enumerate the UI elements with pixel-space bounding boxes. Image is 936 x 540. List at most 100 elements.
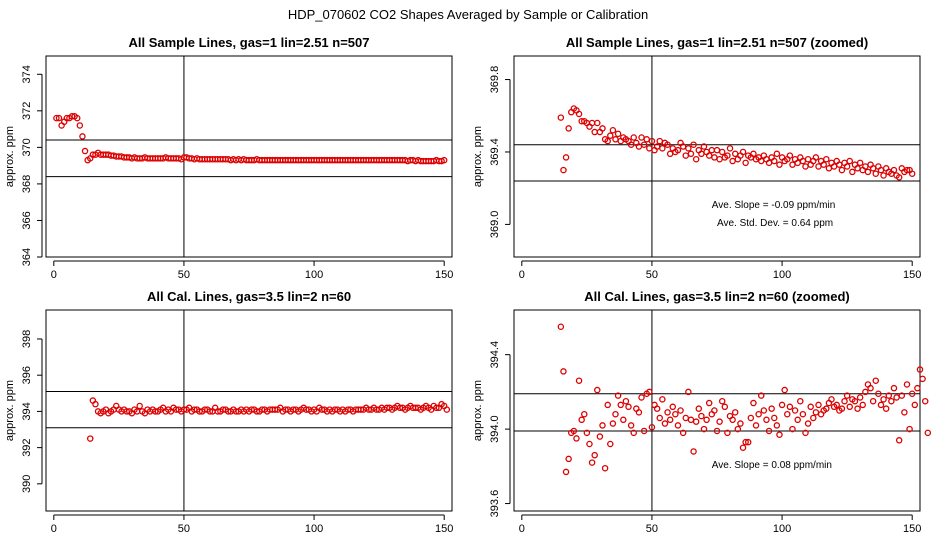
data-point [776,431,783,438]
data-point [604,137,611,145]
data-point [713,146,721,154]
data-point [640,141,648,148]
data-point [872,377,880,384]
data-point [659,396,666,403]
y-tick-label: 392 [21,438,33,456]
x-tick-label: 50 [646,523,658,535]
data-point [776,161,783,168]
data-point [773,150,781,158]
data-point [807,403,814,411]
data-point [773,422,781,429]
chart-panel-3: All Cal. Lines, gas=3.5 lin=2 n=60 0 50 100… [4,289,453,535]
panel-title: All Sample Lines, gas=1 lin=2.51 n=507 [129,35,370,50]
data-point [581,410,588,418]
data-point [609,126,617,134]
data-point [760,407,768,414]
data-point [908,390,916,397]
data-point [612,410,619,418]
data-point [674,422,682,429]
figure-title: HDP_070602 CO2 Shapes Averaged by Sample… [288,7,648,22]
data-point [903,381,911,388]
y-tick-label: 366 [21,211,33,229]
plot-frame [513,309,921,512]
data-point [771,157,778,165]
data-point [789,161,796,168]
data-point [802,163,809,170]
data-point [838,166,846,174]
y-tick-label: 370 [21,138,33,156]
x-tick-label: 150 [903,523,921,535]
x-tick-label: 150 [435,523,453,535]
data-point [812,409,820,416]
data-point [825,165,833,172]
y-tick-label: 368 [21,175,33,193]
data-point [729,416,736,424]
y-tick-label: 393.6 [489,490,501,518]
data-point [742,159,749,167]
data-point [849,168,856,176]
data-point [76,122,84,129]
data-point [682,414,690,422]
data-point [440,156,448,164]
data-point [869,397,877,405]
x-tick-label: 100 [305,523,323,535]
data-point [750,399,757,407]
panel-title: All Cal. Lines, gas=3.5 lin=2 n=60 [147,289,351,304]
y-tick-label: 398 [21,330,33,348]
data-point [765,427,773,435]
data-point [612,136,619,143]
data-point [630,429,637,437]
data-point [620,416,627,424]
plot-frame [513,55,921,258]
data-point [674,146,682,154]
data-point [666,416,674,424]
data-point [908,170,916,177]
data-point [815,401,822,409]
data-point [656,137,663,145]
data-point [711,407,718,414]
data-point [867,384,874,392]
data-point [630,134,637,141]
data-point [92,400,99,408]
data-point [638,134,645,141]
y-axis-label: approx. ppm [472,126,484,187]
data-point [906,425,913,433]
data-point [664,409,671,416]
data-point [557,323,565,330]
data-point [823,405,830,412]
data-point [79,133,86,140]
data-point [685,145,692,152]
chart-panel-4: All Cal. Lines, gas=3.5 lin=2 n=60 (zoom… [472,289,932,535]
data-point [672,410,679,418]
data-point [659,145,666,152]
data-point [880,172,887,179]
y-tick-label: 394 [21,402,33,420]
data-point [815,163,822,170]
data-point [708,146,716,154]
data-point [846,403,853,411]
data-point [737,420,744,427]
data-point [687,150,695,158]
data-point [778,401,786,409]
data-point [742,438,749,446]
data-point [591,451,598,459]
data-point [794,416,801,424]
y-axis-label: approx. ppm [472,380,484,441]
data-point [607,132,614,139]
data-point [791,407,799,414]
data-point [784,410,791,418]
data-point [898,392,906,399]
data-point [698,412,705,420]
data-point [690,141,697,148]
data-point [810,414,817,422]
data-point [833,401,840,409]
data-point [864,168,872,176]
data-point [739,444,747,451]
data-point [692,418,700,425]
data-point [797,397,804,405]
data-point [635,409,643,416]
plot-frame [45,55,453,258]
data-point [789,425,796,433]
data-point [625,403,632,411]
data-point [856,394,864,401]
